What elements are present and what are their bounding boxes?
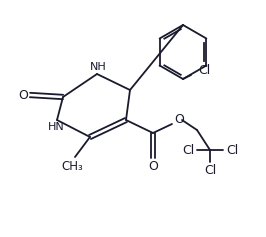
Text: Cl: Cl (182, 145, 194, 158)
Text: Cl: Cl (204, 164, 216, 177)
Text: CH₃: CH₃ (61, 160, 83, 173)
Text: HN: HN (48, 122, 64, 132)
Text: Cl: Cl (198, 64, 210, 77)
Text: Cl: Cl (226, 145, 238, 158)
Text: NH: NH (90, 62, 106, 72)
Text: O: O (148, 160, 158, 173)
Text: O: O (174, 113, 184, 126)
Text: O: O (18, 88, 28, 101)
